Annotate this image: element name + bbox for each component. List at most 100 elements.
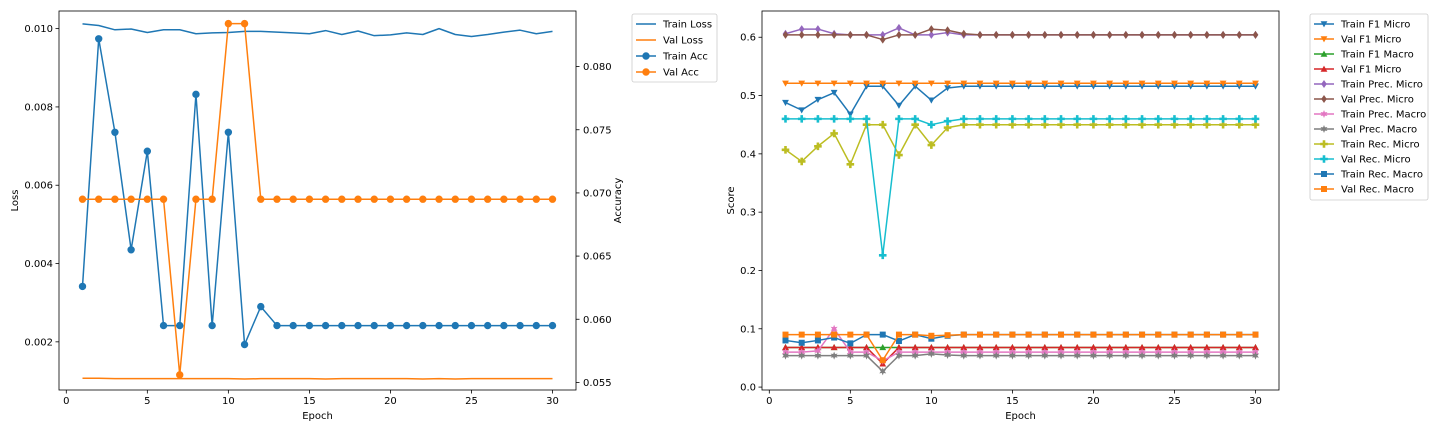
data-point [111, 195, 119, 203]
data-point [895, 344, 903, 351]
data-point [1154, 115, 1163, 123]
data-point [976, 344, 984, 351]
series-line [785, 27, 1256, 36]
data-point [257, 302, 265, 311]
legend-marker [1321, 171, 1327, 177]
data-point [451, 321, 459, 330]
data-point [960, 344, 968, 351]
data-point [1139, 331, 1146, 338]
data-point [846, 351, 854, 360]
legend-box [1309, 13, 1429, 201]
data-point [927, 344, 935, 351]
data-point [830, 129, 838, 138]
data-point [814, 337, 821, 344]
data-point [1057, 351, 1065, 360]
data-point [532, 195, 540, 203]
data-point [993, 331, 1000, 338]
legend-marker [1320, 50, 1328, 57]
y-tick-label-left: 0.002 [24, 337, 53, 348]
data-point [992, 80, 1000, 87]
legend-label: Train Loss [662, 20, 712, 31]
series-line [785, 353, 1256, 373]
data-point [976, 351, 984, 360]
x-axis-title: Epoch [302, 411, 333, 422]
data-point [976, 331, 983, 338]
data-point [1204, 30, 1210, 39]
data-point [1009, 331, 1016, 338]
data-point [370, 321, 378, 330]
data-point [305, 195, 314, 203]
data-point [1171, 30, 1178, 39]
data-point [1154, 80, 1162, 87]
data-point [814, 80, 822, 87]
data-point [1154, 120, 1163, 129]
data-point [402, 195, 411, 203]
data-point [814, 115, 822, 123]
data-point [143, 195, 152, 203]
x-tick-label: 20 [384, 396, 397, 407]
data-point [1219, 120, 1227, 129]
data-point [159, 195, 168, 203]
y-tick-label: 0.1 [740, 324, 756, 335]
y-tick-label-left: 0.006 [24, 181, 53, 192]
data-point [798, 30, 805, 39]
data-point [176, 321, 184, 330]
data-point [992, 351, 1000, 360]
data-point [1090, 344, 1097, 351]
data-point [896, 23, 902, 32]
plot-frame [58, 10, 577, 391]
data-point [159, 321, 168, 330]
legend-marker [1320, 125, 1328, 133]
series-line [82, 377, 553, 380]
data-point [532, 321, 540, 330]
data-point [1170, 115, 1179, 123]
data-point [1008, 120, 1017, 129]
series-line [785, 123, 1256, 166]
data-point [863, 331, 870, 338]
data-point [782, 344, 789, 351]
y-tick-label-right: 0.075 [583, 125, 612, 136]
data-point [911, 120, 919, 129]
data-point [1138, 351, 1146, 360]
data-point [1106, 80, 1114, 87]
data-point [1073, 115, 1082, 123]
data-point [798, 339, 805, 346]
data-point [798, 344, 806, 351]
data-point [798, 331, 805, 338]
data-point [1009, 344, 1016, 351]
data-point [273, 195, 281, 203]
data-point [943, 123, 952, 132]
data-point [1057, 115, 1065, 123]
data-point [1219, 344, 1227, 351]
data-point [1074, 331, 1081, 338]
data-point [338, 195, 346, 203]
data-point [78, 282, 87, 291]
data-point [1252, 351, 1259, 360]
data-point [960, 331, 967, 338]
data-point [1203, 344, 1211, 351]
data-point [830, 344, 838, 351]
y-tick-label-right: 0.065 [583, 252, 612, 263]
data-point [912, 30, 918, 39]
data-point [1139, 30, 1145, 39]
data-point [992, 115, 1000, 123]
x-axis-title: Epoch [1005, 411, 1036, 422]
data-point [516, 195, 524, 203]
data-point [192, 195, 200, 203]
data-point [1105, 120, 1114, 129]
legend-label: Val Acc [663, 68, 699, 79]
x-tick-label: 15 [303, 396, 316, 407]
data-point [1251, 120, 1260, 129]
data-point [1138, 80, 1146, 87]
data-point [960, 29, 967, 38]
data-point [451, 195, 459, 203]
data-point [797, 115, 806, 123]
data-point [1187, 80, 1195, 87]
data-point [354, 195, 362, 203]
y-tick-label-right: 0.070 [583, 188, 612, 199]
data-point [127, 246, 135, 254]
data-point [993, 30, 999, 39]
y-tick-label: 0.2 [740, 266, 756, 277]
data-point [944, 26, 951, 35]
data-point [500, 321, 508, 330]
